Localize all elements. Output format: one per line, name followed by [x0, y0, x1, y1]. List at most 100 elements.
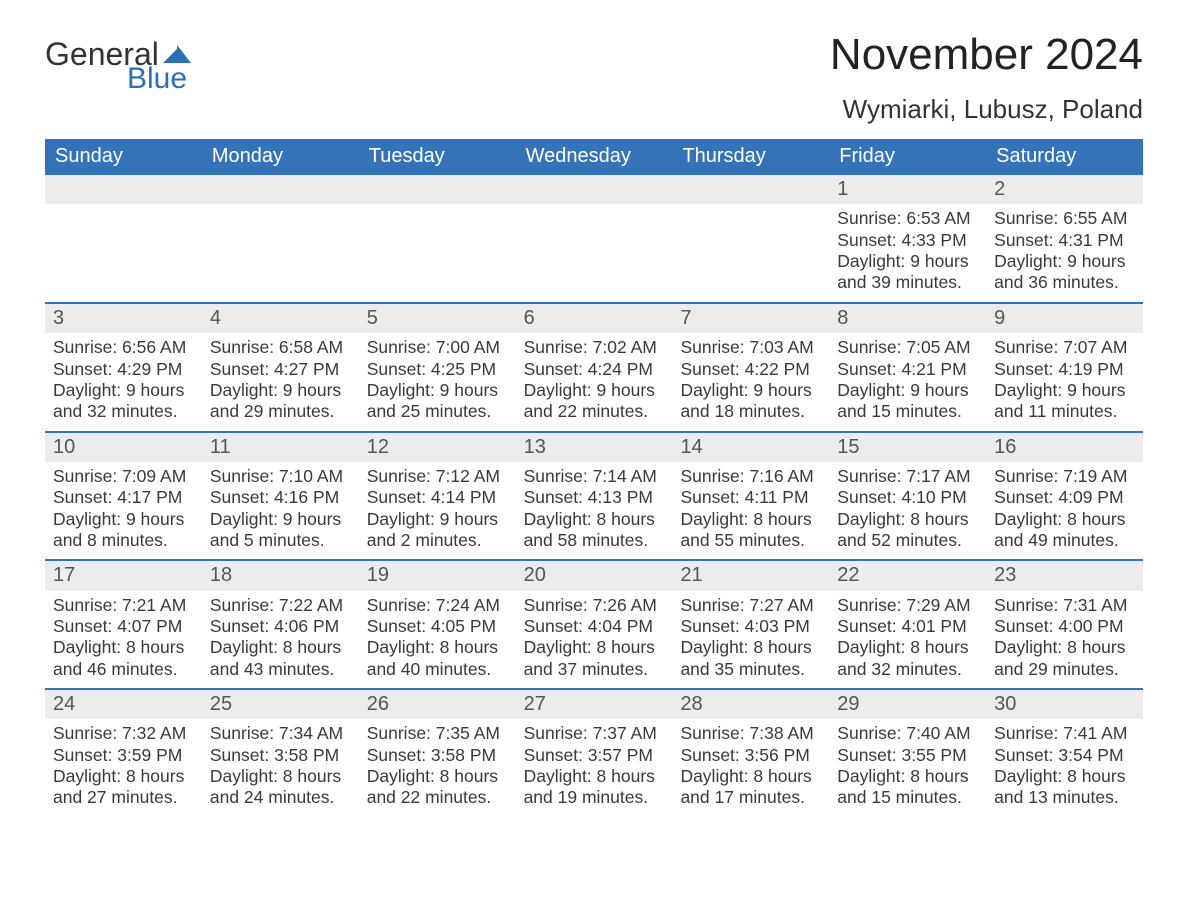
sunset-text: Sunset: 4:19 PM	[994, 359, 1135, 380]
sunrise-text: Sunrise: 7:19 AM	[994, 466, 1135, 487]
sunset-text: Sunset: 4:16 PM	[210, 487, 351, 508]
day-cell: 30Sunrise: 7:41 AMSunset: 3:54 PMDayligh…	[986, 690, 1143, 817]
day-body: Sunrise: 7:37 AMSunset: 3:57 PMDaylight:…	[516, 719, 673, 816]
day-cell: 12Sunrise: 7:12 AMSunset: 4:14 PMDayligh…	[359, 433, 516, 560]
week-row: 24Sunrise: 7:32 AMSunset: 3:59 PMDayligh…	[45, 688, 1143, 817]
day-body: Sunrise: 6:58 AMSunset: 4:27 PMDaylight:…	[202, 333, 359, 430]
sunset-text: Sunset: 4:07 PM	[53, 616, 194, 637]
sunset-text: Sunset: 4:09 PM	[994, 487, 1135, 508]
daylight-line1: Daylight: 8 hours	[53, 637, 194, 658]
day-cell: 21Sunrise: 7:27 AMSunset: 4:03 PMDayligh…	[672, 561, 829, 688]
daylight-line1: Daylight: 8 hours	[994, 509, 1135, 530]
sunset-text: Sunset: 4:33 PM	[837, 230, 978, 251]
sunset-text: Sunset: 4:25 PM	[367, 359, 508, 380]
day-cell: 22Sunrise: 7:29 AMSunset: 4:01 PMDayligh…	[829, 561, 986, 688]
day-number: 18	[202, 561, 359, 590]
daylight-line2: and 39 minutes.	[837, 272, 978, 293]
daylight-line1: Daylight: 9 hours	[837, 251, 978, 272]
daylight-line1: Daylight: 8 hours	[367, 766, 508, 787]
daylight-line2: and 49 minutes.	[994, 530, 1135, 551]
daylight-line2: and 55 minutes.	[680, 530, 821, 551]
daylight-line2: and 32 minutes.	[53, 401, 194, 422]
sunset-text: Sunset: 4:14 PM	[367, 487, 508, 508]
sunset-text: Sunset: 3:57 PM	[524, 745, 665, 766]
day-body: Sunrise: 7:03 AMSunset: 4:22 PMDaylight:…	[672, 333, 829, 430]
day-cell: 2Sunrise: 6:55 AMSunset: 4:31 PMDaylight…	[986, 175, 1143, 302]
header-block: General Blue November 2024 Wymiarki, Lub…	[45, 30, 1143, 125]
sunrise-text: Sunrise: 7:10 AM	[210, 466, 351, 487]
daylight-line2: and 8 minutes.	[53, 530, 194, 551]
day-body	[202, 204, 359, 216]
day-cell: 27Sunrise: 7:37 AMSunset: 3:57 PMDayligh…	[516, 690, 673, 817]
sunset-text: Sunset: 3:58 PM	[210, 745, 351, 766]
sunrise-text: Sunrise: 7:26 AM	[524, 595, 665, 616]
day-body: Sunrise: 7:27 AMSunset: 4:03 PMDaylight:…	[672, 591, 829, 688]
daylight-line1: Daylight: 9 hours	[210, 509, 351, 530]
sunrise-text: Sunrise: 7:16 AM	[680, 466, 821, 487]
daylight-line2: and 22 minutes.	[367, 787, 508, 808]
sunrise-text: Sunrise: 7:38 AM	[680, 723, 821, 744]
weeks-container: 1Sunrise: 6:53 AMSunset: 4:33 PMDaylight…	[45, 175, 1143, 817]
daylight-line2: and 29 minutes.	[994, 659, 1135, 680]
day-number: 17	[45, 561, 202, 590]
sunset-text: Sunset: 4:17 PM	[53, 487, 194, 508]
weekday-header: Monday	[202, 139, 359, 175]
daylight-line2: and 19 minutes.	[524, 787, 665, 808]
day-cell-empty	[359, 175, 516, 302]
daylight-line1: Daylight: 8 hours	[680, 509, 821, 530]
day-body: Sunrise: 7:38 AMSunset: 3:56 PMDaylight:…	[672, 719, 829, 816]
daylight-line2: and 15 minutes.	[837, 401, 978, 422]
daylight-line1: Daylight: 8 hours	[837, 509, 978, 530]
day-cell: 14Sunrise: 7:16 AMSunset: 4:11 PMDayligh…	[672, 433, 829, 560]
month-title: November 2024	[830, 30, 1143, 80]
day-cell-empty	[45, 175, 202, 302]
sunrise-text: Sunrise: 7:00 AM	[367, 337, 508, 358]
day-number: 16	[986, 433, 1143, 462]
week-row: 1Sunrise: 6:53 AMSunset: 4:33 PMDaylight…	[45, 175, 1143, 302]
weekday-header: Sunday	[45, 139, 202, 175]
day-cell: 9Sunrise: 7:07 AMSunset: 4:19 PMDaylight…	[986, 304, 1143, 431]
daylight-line1: Daylight: 8 hours	[994, 637, 1135, 658]
calendar: SundayMondayTuesdayWednesdayThursdayFrid…	[45, 139, 1143, 817]
day-number: 29	[829, 690, 986, 719]
daylight-line2: and 37 minutes.	[524, 659, 665, 680]
day-cell-empty	[672, 175, 829, 302]
day-number: 5	[359, 304, 516, 333]
daylight-line1: Daylight: 8 hours	[53, 766, 194, 787]
sunset-text: Sunset: 3:56 PM	[680, 745, 821, 766]
day-number: 11	[202, 433, 359, 462]
weekday-header: Friday	[829, 139, 986, 175]
day-body: Sunrise: 7:21 AMSunset: 4:07 PMDaylight:…	[45, 591, 202, 688]
day-body: Sunrise: 7:07 AMSunset: 4:19 PMDaylight:…	[986, 333, 1143, 430]
day-cell: 13Sunrise: 7:14 AMSunset: 4:13 PMDayligh…	[516, 433, 673, 560]
day-cell: 23Sunrise: 7:31 AMSunset: 4:00 PMDayligh…	[986, 561, 1143, 688]
daylight-line1: Daylight: 9 hours	[994, 251, 1135, 272]
daylight-line2: and 43 minutes.	[210, 659, 351, 680]
daylight-line1: Daylight: 9 hours	[367, 509, 508, 530]
sunset-text: Sunset: 3:58 PM	[367, 745, 508, 766]
daylight-line1: Daylight: 9 hours	[837, 380, 978, 401]
day-cell: 19Sunrise: 7:24 AMSunset: 4:05 PMDayligh…	[359, 561, 516, 688]
sunrise-text: Sunrise: 7:31 AM	[994, 595, 1135, 616]
day-number: 3	[45, 304, 202, 333]
sunrise-text: Sunrise: 6:53 AM	[837, 208, 978, 229]
day-number: 24	[45, 690, 202, 719]
day-cell: 16Sunrise: 7:19 AMSunset: 4:09 PMDayligh…	[986, 433, 1143, 560]
daylight-line2: and 25 minutes.	[367, 401, 508, 422]
day-cell: 7Sunrise: 7:03 AMSunset: 4:22 PMDaylight…	[672, 304, 829, 431]
day-body: Sunrise: 7:19 AMSunset: 4:09 PMDaylight:…	[986, 462, 1143, 559]
day-number	[672, 175, 829, 204]
sunset-text: Sunset: 4:10 PM	[837, 487, 978, 508]
flag-icon	[163, 45, 191, 63]
day-cell: 5Sunrise: 7:00 AMSunset: 4:25 PMDaylight…	[359, 304, 516, 431]
day-body: Sunrise: 7:32 AMSunset: 3:59 PMDaylight:…	[45, 719, 202, 816]
day-cell: 17Sunrise: 7:21 AMSunset: 4:07 PMDayligh…	[45, 561, 202, 688]
sunset-text: Sunset: 3:54 PM	[994, 745, 1135, 766]
daylight-line1: Daylight: 8 hours	[524, 637, 665, 658]
day-number	[202, 175, 359, 204]
daylight-line1: Daylight: 9 hours	[210, 380, 351, 401]
weekday-header: Saturday	[986, 139, 1143, 175]
daylight-line1: Daylight: 8 hours	[367, 637, 508, 658]
day-cell: 8Sunrise: 7:05 AMSunset: 4:21 PMDaylight…	[829, 304, 986, 431]
sunrise-text: Sunrise: 7:37 AM	[524, 723, 665, 744]
